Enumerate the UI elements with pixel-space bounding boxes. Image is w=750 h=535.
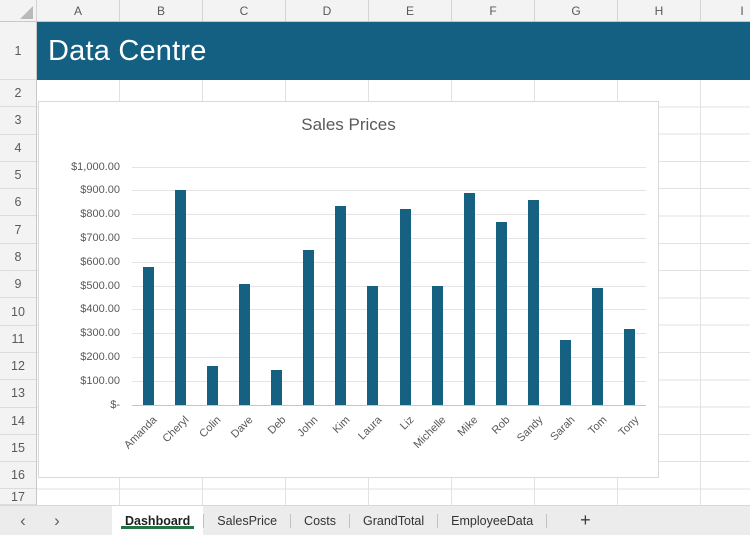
row-header-11[interactable]: 11 (0, 326, 36, 353)
sales-prices-chart[interactable]: Sales Prices $- $100.00 $200.00 $300.00 $400… (38, 101, 659, 478)
column-header-B[interactable]: B (120, 0, 203, 21)
banner-cell-data-centre[interactable]: Data Centre (37, 22, 750, 80)
y-axis-tick-label: $600.00 (80, 255, 120, 268)
y-axis-tick-label: $500.00 (80, 279, 120, 292)
bar-amanda[interactable] (142, 266, 154, 405)
row-header-13[interactable]: 13 (0, 380, 36, 408)
row-header-9[interactable]: 9 (0, 271, 36, 299)
tab-separator (290, 513, 292, 528)
row-header-8[interactable]: 8 (0, 244, 36, 272)
active-tab-underline (121, 526, 195, 529)
row-header-16[interactable]: 16 (0, 462, 36, 490)
row-header-4[interactable]: 4 (0, 135, 36, 162)
bar-liz[interactable] (399, 208, 411, 405)
y-axis-tick-label: $700.00 (80, 231, 120, 244)
y-axis-tick-label: $300.00 (80, 327, 120, 340)
chart-gridline (132, 190, 646, 192)
chart-gridline (132, 166, 646, 168)
bar-laura[interactable] (367, 286, 379, 405)
select-all-icon (20, 6, 33, 19)
sheet-tab-costs[interactable]: Costs (304, 513, 336, 528)
row-header-5[interactable]: 5 (0, 162, 36, 190)
tab-separator (203, 513, 205, 528)
tab-separator (437, 513, 439, 528)
y-axis-tick-label: $- (110, 398, 120, 411)
prev-sheet-arrow-icon[interactable]: ‹ (20, 510, 26, 530)
sheet-tab-dashboard[interactable]: Dashboard (112, 506, 204, 535)
column-header-A[interactable]: A (37, 0, 120, 21)
bar-rob[interactable] (495, 221, 507, 405)
sheet-tab-salesprice[interactable]: SalesPrice (217, 513, 278, 528)
row-header-1[interactable]: 1 (0, 22, 36, 80)
row-header-3[interactable]: 3 (0, 107, 36, 135)
chart-gridline (132, 285, 646, 287)
chart-gridline (132, 356, 646, 358)
sheet-tabs: Dashboard SalesPrice Costs GrandTotal Employ… (112, 506, 548, 535)
y-axis-tick-label: $1,000.00 (71, 160, 120, 173)
column-header-F[interactable]: F (452, 0, 535, 21)
chart-gridline (132, 333, 646, 335)
row-header-column: 1 2 3 4 5 6 7 8 9 10 11 12 13 14 15 16 17 (0, 22, 37, 505)
column-header-C[interactable]: C (203, 0, 286, 21)
column-header-G[interactable]: G (535, 0, 618, 21)
row-header-7[interactable]: 7 (0, 216, 36, 244)
chart-title: Sales Prices (301, 115, 396, 134)
row-header-2[interactable]: 2 (0, 80, 36, 108)
bar-deb[interactable] (271, 370, 283, 405)
bar-colin[interactable] (206, 365, 218, 405)
row-header-14[interactable]: 14 (0, 408, 36, 435)
banner-text: Data Centre (48, 34, 207, 67)
y-axis-tick-label: $100.00 (80, 374, 120, 387)
bar-john[interactable] (303, 250, 315, 405)
x-axis-line (132, 405, 646, 406)
bar-sandy[interactable] (528, 200, 540, 405)
y-axis-tick-label: $900.00 (80, 184, 120, 197)
row-header-10[interactable]: 10 (0, 298, 36, 326)
bar-mike[interactable] (463, 193, 475, 405)
tab-separator (349, 513, 350, 528)
sheet-tab-employeedata[interactable]: EmployeeData (451, 513, 534, 528)
tab-separator (546, 513, 548, 528)
column-header-D[interactable]: D (286, 0, 369, 21)
bar-kim[interactable] (335, 206, 347, 405)
sheet-tab-grandtotal[interactable]: GrandTotal (363, 513, 425, 528)
bar-tony[interactable] (624, 328, 636, 405)
bar-dave[interactable] (238, 283, 250, 405)
row-header-12[interactable]: 12 (0, 353, 36, 381)
select-all-corner[interactable] (0, 0, 37, 21)
chart-gridline (132, 380, 646, 382)
y-axis-tick-label: $400.00 (80, 303, 120, 316)
chart-gridline (132, 237, 646, 239)
bar-tom[interactable] (592, 288, 604, 405)
next-sheet-arrow-icon[interactable]: › (54, 510, 60, 530)
bar-sarah[interactable] (560, 339, 572, 405)
chart-gridline (132, 261, 646, 263)
row-header-15[interactable]: 15 (0, 435, 36, 463)
y-axis-tick-label: $200.00 (80, 350, 120, 363)
column-header-E[interactable]: E (369, 0, 452, 21)
add-sheet-button[interactable]: + (580, 510, 591, 530)
row-header-17[interactable]: 17 (0, 489, 36, 505)
bar-cheryl[interactable] (174, 189, 186, 405)
column-header-H[interactable]: H (618, 0, 701, 21)
chart-gridline (132, 214, 646, 216)
sheet-tab-bar: ‹ › Dashboard SalesPrice Costs GrandTotal Em… (0, 505, 750, 535)
bar-michelle[interactable] (431, 286, 443, 405)
chart-gridline (132, 309, 646, 311)
row-header-6[interactable]: 6 (0, 189, 36, 217)
y-axis-tick-label: $800.00 (80, 208, 120, 221)
column-header-I[interactable]: I (701, 0, 750, 21)
